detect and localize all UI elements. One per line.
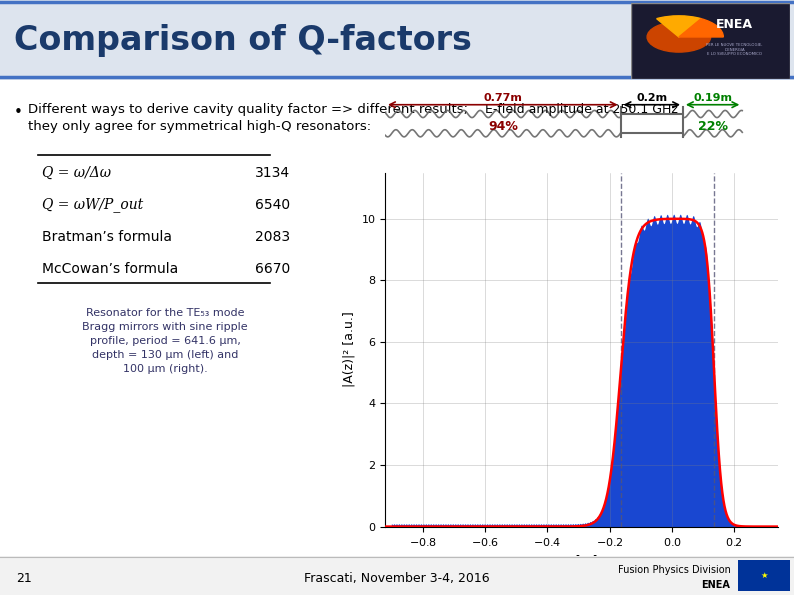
Text: Frascati, November 3-4, 2016: Frascati, November 3-4, 2016 (304, 572, 490, 585)
FancyBboxPatch shape (0, 80, 794, 559)
Text: Q = ωW/P_out: Q = ωW/P_out (42, 197, 143, 212)
Text: ★: ★ (761, 571, 769, 580)
Text: E-field amplitude at 250.1 GHz: E-field amplitude at 250.1 GHz (485, 102, 678, 115)
FancyBboxPatch shape (738, 560, 790, 591)
Text: 22%: 22% (698, 120, 727, 133)
Text: 0.77m: 0.77m (484, 93, 522, 102)
Text: they only agree for symmetrical high-Q resonators:: they only agree for symmetrical high-Q r… (28, 120, 371, 133)
FancyBboxPatch shape (631, 3, 790, 79)
Text: profile, period = 641.6 μm,: profile, period = 641.6 μm, (90, 336, 241, 346)
Y-axis label: |A(z)|² [a.u.]: |A(z)|² [a.u.] (343, 312, 356, 387)
X-axis label: z [m]: z [m] (565, 554, 598, 567)
Circle shape (647, 22, 711, 52)
Text: 3134: 3134 (255, 166, 290, 180)
Text: McCowan’s formula: McCowan’s formula (42, 262, 178, 275)
Text: Comparison of Q-factors: Comparison of Q-factors (14, 24, 472, 57)
Wedge shape (657, 16, 701, 37)
Text: ENEA: ENEA (716, 18, 753, 30)
Wedge shape (679, 18, 723, 37)
FancyBboxPatch shape (0, 0, 794, 80)
Text: 0.2m: 0.2m (636, 93, 667, 102)
Text: 0.19m: 0.19m (693, 93, 732, 102)
Text: Different ways to derive cavity quality factor => different results;: Different ways to derive cavity quality … (28, 104, 468, 116)
Text: Resonator for the TE₅₃ mode: Resonator for the TE₅₃ mode (86, 308, 245, 318)
Text: 2083: 2083 (255, 230, 290, 243)
Text: Bratman’s formula: Bratman’s formula (42, 230, 172, 243)
Text: ENEA: ENEA (702, 580, 730, 590)
Text: 6540: 6540 (255, 198, 290, 212)
Text: depth = 130 μm (left) and: depth = 130 μm (left) and (92, 350, 238, 360)
Text: 94%: 94% (488, 120, 518, 133)
Text: Bragg mirrors with sine ripple: Bragg mirrors with sine ripple (83, 322, 248, 332)
Text: Q = ω/Δω: Q = ω/Δω (42, 166, 111, 180)
Text: 21: 21 (16, 572, 32, 585)
Text: Fusion Physics Division: Fusion Physics Division (618, 565, 730, 575)
Text: 6670: 6670 (255, 262, 291, 275)
FancyBboxPatch shape (0, 556, 794, 595)
Text: •: • (14, 105, 23, 120)
Text: 100 μm (right).: 100 μm (right). (122, 364, 207, 374)
Text: PER LE NUOVE TECNOLOGIE,
L'ENERGIA
E LO SVILUPPO ECONOMICO: PER LE NUOVE TECNOLOGIE, L'ENERGIA E LO … (706, 43, 763, 57)
